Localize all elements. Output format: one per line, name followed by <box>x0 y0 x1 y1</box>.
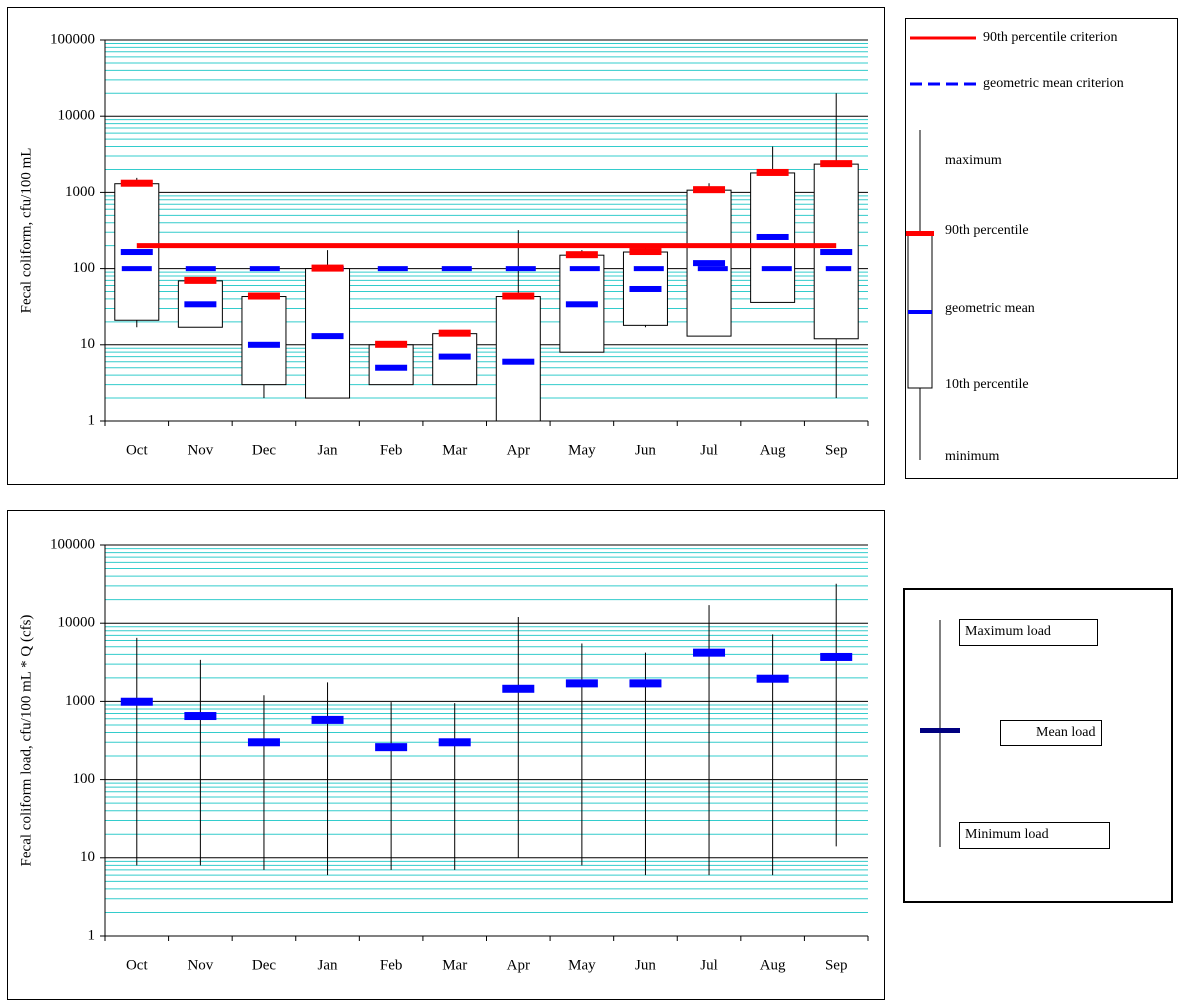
x-tick-label: May <box>568 957 596 973</box>
x-tick-label: Mar <box>442 957 467 973</box>
legend-label: geometric mean <box>945 301 1035 316</box>
legend-label: maximum <box>945 153 1002 168</box>
x-tick-label: Aug <box>760 957 786 973</box>
p90-marker <box>693 186 726 194</box>
mean-marker <box>565 679 598 688</box>
chart-frame <box>7 7 885 485</box>
mean-marker <box>502 684 535 693</box>
p90-marker <box>120 179 153 187</box>
mean-marker <box>120 697 153 706</box>
y-axis-label: Fecal coliform, cfu/100 mL <box>18 148 34 314</box>
x-tick-label: Nov <box>187 957 213 973</box>
mean-marker <box>756 674 789 683</box>
x-tick-label: Dec <box>252 957 276 973</box>
x-tick-label: Apr <box>507 957 530 973</box>
x-tick-label: Oct <box>126 957 148 973</box>
y-tick-label: 1 <box>88 927 96 943</box>
mean-marker <box>629 285 662 292</box>
mean-marker <box>120 249 153 256</box>
legend-label: Mean load <box>1036 725 1095 740</box>
mean-marker <box>438 738 471 747</box>
y-tick-label: 100 <box>73 260 96 276</box>
x-tick-label: Jul <box>700 957 718 973</box>
mean-marker <box>247 341 280 348</box>
legend-label: Maximum load <box>965 624 1051 639</box>
p90-marker <box>184 276 217 284</box>
p90-marker <box>247 292 280 300</box>
y-tick-label: 10 <box>80 849 95 865</box>
box <box>241 296 287 386</box>
legend-p90-glyph <box>906 231 934 236</box>
mean-marker <box>565 301 598 308</box>
y-tick-label: 10000 <box>58 615 96 631</box>
x-tick-label: Oct <box>126 442 148 458</box>
legend-label: minimum <box>945 449 1000 464</box>
x-tick-label: Jun <box>635 442 656 458</box>
legend-box <box>905 18 1178 479</box>
legend-label: Minimum load <box>965 827 1049 842</box>
y-tick-label: 1000 <box>65 184 95 200</box>
mean-marker <box>247 738 280 747</box>
mean-marker <box>502 358 535 365</box>
x-tick-label: Feb <box>380 957 403 973</box>
box <box>368 344 414 386</box>
y-tick-label: 100 <box>73 771 96 787</box>
mean-marker <box>756 233 789 240</box>
p90-marker <box>756 168 789 176</box>
y-axis-label: Fecal coliform load, cfu/100 mL * Q (cfs… <box>18 615 34 867</box>
p90-marker <box>375 340 408 348</box>
y-tick-label: 1 <box>88 412 96 428</box>
p90-marker <box>820 160 853 168</box>
x-tick-label: Mar <box>442 442 467 458</box>
x-tick-label: Sep <box>825 957 848 973</box>
x-tick-label: Nov <box>187 442 213 458</box>
mean-marker <box>311 333 344 340</box>
mean-marker <box>629 679 662 688</box>
legend-label: 90th percentile criterion <box>983 30 1118 45</box>
y-tick-label: 100000 <box>50 536 95 552</box>
mean-marker <box>375 364 408 371</box>
legend: maximum 90th percentile geometric mean 1… <box>905 18 1178 479</box>
mean-marker <box>311 715 344 724</box>
mean-marker <box>820 249 853 256</box>
x-tick-label: Feb <box>380 442 403 458</box>
x-tick-label: May <box>568 442 596 458</box>
x-tick-label: Dec <box>252 442 276 458</box>
x-tick-label: Jan <box>318 957 338 973</box>
p90-marker <box>502 292 535 300</box>
mean-marker <box>438 353 471 360</box>
x-tick-label: Apr <box>507 442 530 458</box>
mean-marker <box>693 260 726 267</box>
x-tick-label: Jul <box>700 442 718 458</box>
x-tick-label: Sep <box>825 442 848 458</box>
y-tick-label: 1000 <box>65 693 95 709</box>
legend-mean-glyph <box>920 728 960 733</box>
p90-marker <box>629 248 662 256</box>
legend-label: 90th percentile <box>945 223 1029 238</box>
p90-marker <box>565 251 598 259</box>
p90-marker <box>311 264 344 272</box>
mean-marker <box>184 712 217 721</box>
y-tick-label: 10000 <box>58 108 96 124</box>
mean-marker <box>820 652 853 661</box>
legend-mean-glyph <box>908 310 932 314</box>
chart-frame <box>7 510 885 1000</box>
x-tick-label: Aug <box>760 442 786 458</box>
legend: Maximum load Mean load Minimum load <box>903 588 1173 903</box>
legend-label: geometric mean criterion <box>983 76 1124 91</box>
x-tick-label: Jan <box>318 442 338 458</box>
legend-label-box <box>959 822 1110 849</box>
x-tick-label: Jun <box>635 957 656 973</box>
mean-marker <box>375 743 408 752</box>
legend-label-box <box>1000 720 1102 746</box>
mean-marker <box>184 301 217 308</box>
legend-label: 10th percentile <box>945 377 1029 392</box>
y-tick-label: 100000 <box>50 31 95 47</box>
p90-marker <box>438 329 471 337</box>
legend-label-box <box>959 619 1098 646</box>
y-tick-label: 10 <box>80 336 95 352</box>
mean-marker <box>693 648 726 657</box>
